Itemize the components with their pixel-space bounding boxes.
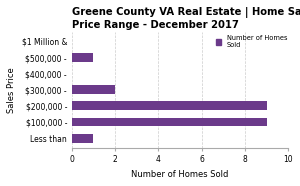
Bar [72, 102, 267, 110]
Bar [72, 85, 115, 94]
Legend: Number of Homes
Sold: Number of Homes Sold [216, 35, 287, 48]
Bar [72, 118, 267, 126]
X-axis label: Number of Homes Sold: Number of Homes Sold [131, 170, 229, 179]
Y-axis label: Sales Price: Sales Price [7, 67, 16, 113]
Bar [72, 53, 94, 62]
Text: Greene County VA Real Estate | Home Sales by
Price Range - December 2017: Greene County VA Real Estate | Home Sale… [72, 7, 300, 30]
Bar [72, 134, 94, 143]
